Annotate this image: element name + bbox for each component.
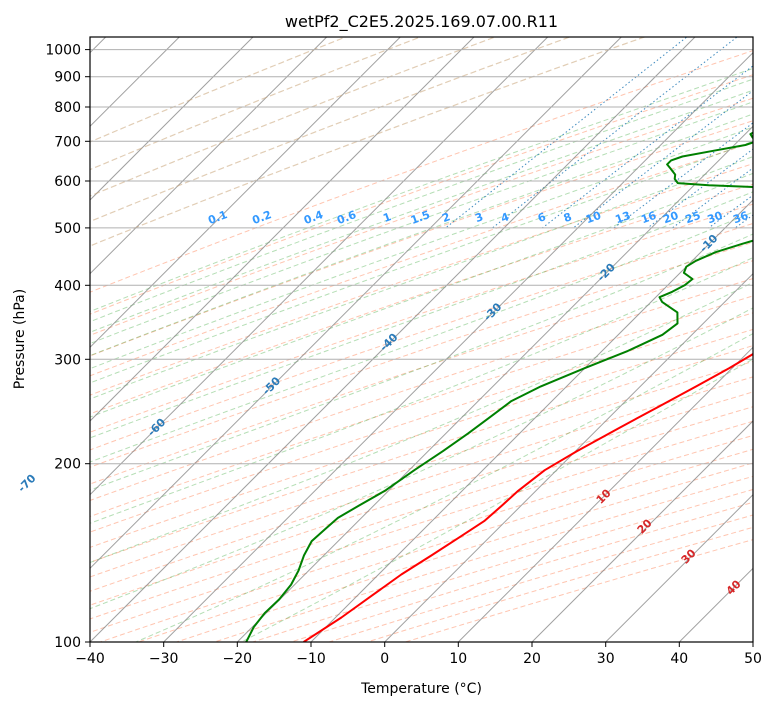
isotherm-line	[90, 37, 475, 422]
mixing-ratio-label: 0.2	[251, 208, 274, 227]
moist-adiabat	[241, 358, 753, 642]
reference-curve	[90, 37, 647, 247]
moist-adiabat	[90, 307, 753, 610]
isotherm-line	[90, 37, 328, 275]
x-tick-label: 0	[380, 651, 389, 667]
dry-adiabat	[90, 222, 753, 451]
dry-adiabat	[90, 97, 753, 336]
dry-adiabat	[90, 360, 753, 578]
x-axis-label: Temperature (°C)	[360, 681, 482, 697]
reference-curve	[90, 37, 423, 171]
y-tick-label: 200	[54, 457, 81, 473]
dry-adiabat	[90, 74, 753, 315]
isotherm-line	[310, 199, 753, 642]
x-tick-label: −10	[296, 651, 326, 667]
moist-adiabat	[90, 172, 753, 418]
dry-adiabat	[90, 260, 753, 485]
x-tick-label: 20	[523, 651, 541, 667]
isotherm-line	[90, 37, 549, 496]
y-tick-label: 600	[54, 174, 81, 190]
dry-adiabat	[90, 50, 753, 293]
mixing-ratio-label: 20	[661, 209, 680, 227]
x-tick-label: 10	[449, 651, 467, 667]
x-tick-label: −20	[223, 651, 253, 667]
isotherm-line	[236, 125, 753, 642]
y-tick-label: 300	[54, 352, 81, 368]
dry-adiabat	[90, 391, 753, 606]
mixing-ratio-label: 1.5	[409, 208, 432, 227]
isotherm-line	[531, 420, 753, 642]
dry-adiabat	[90, 376, 753, 592]
isotherm-line	[384, 272, 753, 642]
y-tick-label: 400	[54, 278, 81, 294]
x-tick-label: −30	[149, 651, 179, 667]
isotherm-line	[90, 37, 696, 642]
plot-background	[90, 37, 753, 642]
x-tick-label: −40	[75, 651, 105, 667]
moist-adiabat	[90, 211, 753, 463]
x-tick-label: 50	[744, 651, 762, 667]
plot-frame	[89, 36, 754, 643]
mixing-ratio-label: 2	[440, 210, 452, 225]
mixing-ratio-label: 10	[584, 209, 603, 227]
mixing-ratio-label: 0.4	[302, 208, 325, 227]
y-tick-label: 1000	[45, 43, 81, 59]
isotherm-label: -70	[15, 471, 38, 494]
y-tick-label: 900	[54, 70, 81, 86]
mixing-ratio-label: 36	[731, 209, 750, 227]
dry-adiabat	[90, 345, 753, 563]
dry-adiabat	[90, 183, 753, 415]
isotherm-line	[752, 641, 753, 642]
y-tick-label: 500	[54, 221, 81, 237]
mixing-ratio-label: 25	[683, 209, 702, 226]
moist-adiabat	[90, 257, 753, 524]
isotherm-line	[90, 37, 401, 349]
dewpoint-trace	[245, 131, 753, 642]
x-tick-label: 30	[597, 651, 615, 667]
mixing-ratio-label: 30	[706, 209, 725, 227]
mixing-ratio-label: 1	[381, 210, 393, 225]
isotherm-line	[90, 37, 622, 570]
dry-adiabat	[90, 203, 753, 433]
mixing-ratio-label: 8	[562, 210, 574, 225]
background-reference-lines	[90, 37, 753, 642]
isotherm-line	[605, 493, 753, 642]
y-tick-label: 100	[54, 635, 81, 651]
profile-traces	[245, 131, 753, 642]
dry-adiabat	[90, 163, 753, 396]
x-tick-label: 40	[670, 651, 688, 667]
chart-title: wetPf2_C2E5.2025.169.07.00.R11	[285, 12, 558, 32]
isotherm-line	[163, 51, 753, 642]
temperature-trace	[303, 352, 753, 642]
isotherm-line	[90, 37, 254, 201]
y-tick-label: 800	[54, 100, 81, 116]
dry-adiabat	[90, 120, 753, 357]
mixing-ratio-label: 4	[499, 210, 511, 225]
mixing-ratio-label: 0.6	[335, 208, 358, 227]
y-axis-label: Pressure (hPa)	[12, 289, 28, 389]
isotherm-line	[457, 346, 753, 642]
moist-adiabat	[90, 101, 753, 345]
reference-curve	[90, 37, 497, 197]
dry-adiabat	[90, 241, 753, 468]
moist-adiabat	[90, 156, 753, 400]
moist-adiabat	[90, 78, 753, 323]
mixing-ratio-label: 13	[613, 209, 632, 226]
mixing-ratio-label: 0.1	[206, 208, 229, 227]
mixing-ratio-label: 3	[473, 210, 485, 225]
axis-ticks: −40 −30 −20 −10 0 10 20 30 40 5010020030040050060…	[45, 43, 762, 667]
y-tick-label: 700	[54, 134, 81, 150]
mixing-ratio-label: 16	[639, 209, 658, 227]
mixing-ratio-label: 6	[536, 210, 548, 225]
